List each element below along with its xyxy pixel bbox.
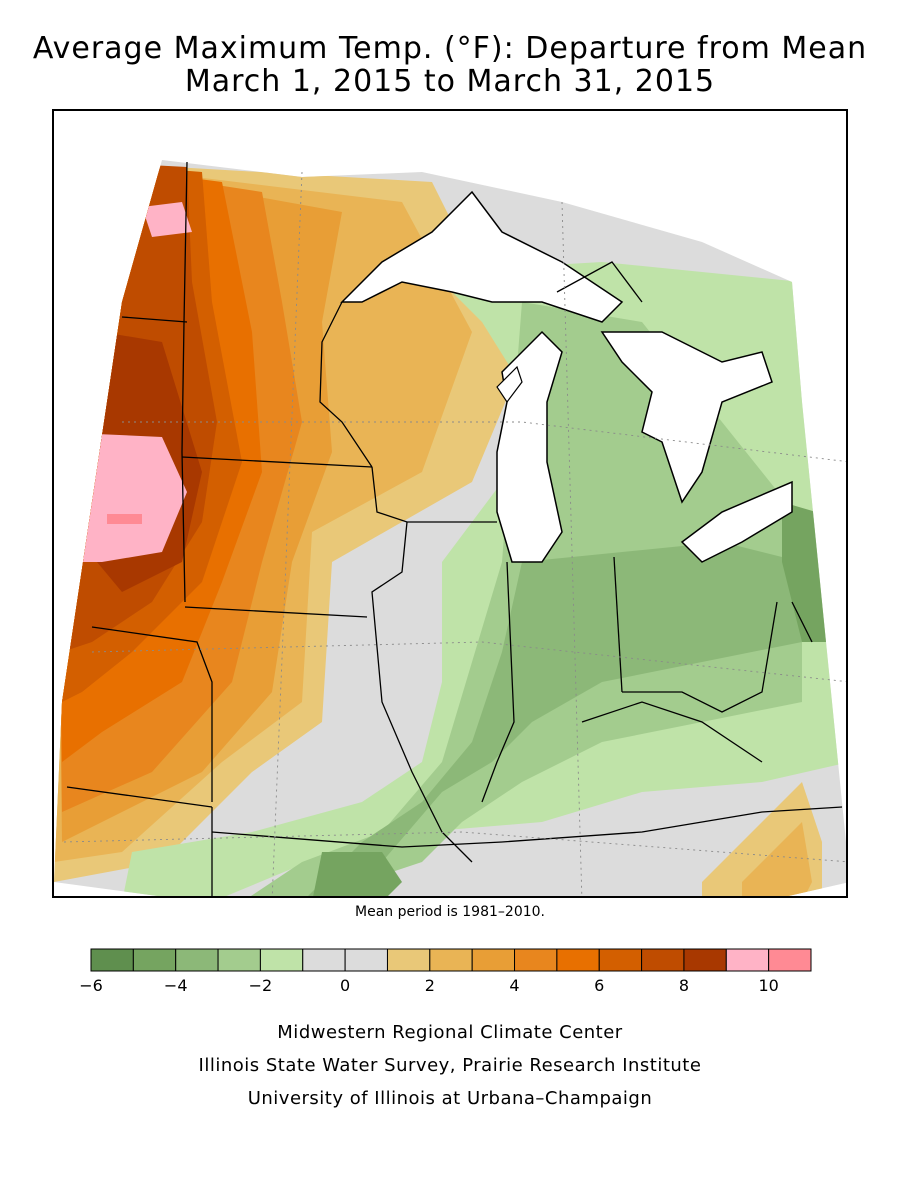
cool-zone-minus4f-sw: [312, 852, 402, 896]
legend-tick-label: 8: [678, 976, 690, 995]
legend-swatch: [217, 948, 261, 972]
warm-zone-10f-north: [142, 202, 192, 237]
legend-swatch: [259, 948, 304, 972]
legend-swatch: [429, 948, 473, 972]
credit-isws: Illinois State Water Survey, Prairie Res…: [198, 1055, 702, 1076]
legend-tick-label: 10: [758, 976, 779, 995]
legend-swatch: [641, 948, 685, 972]
legend-swatch: [514, 948, 558, 972]
legend-swatch: [132, 948, 177, 972]
legend-swatch: [556, 948, 600, 972]
credit-uiuc: University of Illinois at Urbana–Champai…: [247, 1088, 653, 1109]
lake-huron: [600, 331, 773, 504]
legend-swatch: [471, 948, 516, 972]
mean-period-note: Mean period is 1981–2010.: [355, 904, 545, 920]
temperature-departure-map: [54, 160, 846, 896]
map-title: Average Maximum Temp. (°F): Departure fr…: [32, 31, 868, 66]
lake-erie: [680, 480, 793, 563]
lake-superior: [340, 190, 624, 323]
legend-tick-label: −2: [248, 976, 273, 995]
legend-swatch: [90, 948, 134, 972]
legend-tick-label: 0: [340, 976, 351, 995]
legend-swatch: [768, 948, 812, 972]
cool-zone-minus3f: [302, 542, 802, 896]
color-legend: [90, 948, 812, 972]
legend-swatch: [598, 948, 643, 972]
legend-tick-label: 4: [509, 976, 520, 995]
legend-tick-label: −4: [163, 976, 188, 995]
warm-zone-11f: [107, 514, 142, 524]
warm-zone-3f-southeast: [742, 822, 812, 896]
graticule: [63, 171, 846, 896]
legend-tick-label: −6: [79, 976, 103, 995]
map-panel: [52, 109, 848, 898]
green-bay: [496, 365, 523, 404]
legend-swatch: [683, 948, 727, 972]
state-boundaries: [66, 161, 843, 896]
legend-tick-label: 6: [594, 976, 605, 995]
legend-swatch: [386, 948, 431, 972]
legend-swatch: [725, 948, 770, 972]
legend-swatch: [302, 948, 346, 972]
legend-swatch: [175, 948, 219, 972]
map-date-range: March 1, 2015 to March 31, 2015: [184, 64, 716, 99]
credit-mrcc: Midwestern Regional Climate Center: [277, 1022, 623, 1043]
legend-swatch: [344, 948, 388, 972]
legend-tick-label: 2: [424, 976, 435, 995]
